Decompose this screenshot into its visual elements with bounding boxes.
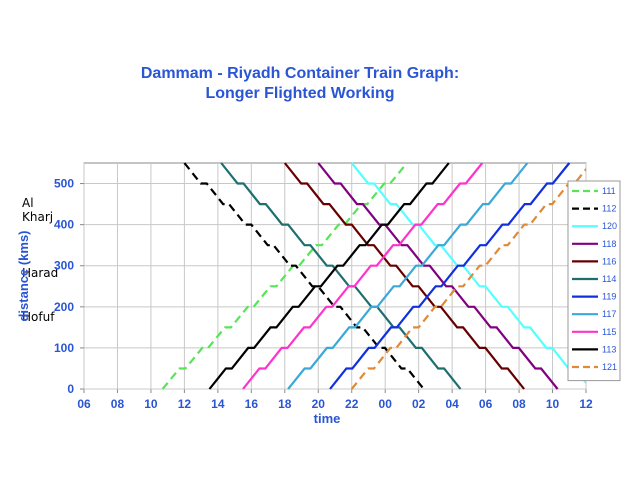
y-axis-label: distance (kms) (16, 230, 31, 321)
y-tick-label: 300 (54, 259, 74, 273)
series-line-112 (183, 162, 425, 390)
series-line-118 (317, 162, 559, 390)
y-tick-label: 0 (67, 382, 74, 396)
x-tick-label: 08 (512, 397, 526, 411)
y-tick-label: 400 (54, 218, 74, 232)
station-label: Hofuf (22, 310, 55, 325)
x-tick-label: 10 (546, 397, 560, 411)
legend-label-115: 115 (602, 327, 616, 337)
series-line-121 (350, 167, 586, 390)
series-line-111 (161, 162, 408, 390)
legend-label-121: 121 (602, 362, 617, 372)
legend-label-119: 119 (602, 292, 616, 302)
station-label: Al Kharj (22, 196, 54, 225)
y-tick-label: 100 (54, 341, 74, 355)
x-tick-label: 12 (178, 397, 192, 411)
x-tick-label: 06 (77, 397, 91, 411)
y-tick-label: 200 (54, 300, 74, 314)
chart-subtitle: Longer Flighted Working (205, 85, 395, 102)
legend-box (567, 180, 621, 382)
x-tick-label: 18 (278, 397, 292, 411)
legend-label-114: 114 (602, 274, 616, 284)
x-tick-label: 10 (144, 397, 158, 411)
legend-label-112: 112 (602, 204, 616, 214)
chart-title-line1: Dammam - Riyadh Container Train Graph: (140, 65, 460, 82)
x-tick-label: 08 (111, 397, 125, 411)
legend-label-120: 120 (602, 221, 617, 231)
y-tick-label: 500 (54, 177, 74, 191)
legend-label-116: 116 (602, 256, 616, 266)
series-line-114 (220, 162, 462, 390)
x-tick-label: 12 (579, 397, 593, 411)
x-tick-label: 14 (211, 397, 225, 411)
x-tick-label: 06 (479, 397, 493, 411)
legend-label-118: 118 (602, 239, 616, 249)
series-line-117 (287, 162, 529, 390)
series-line-116 (283, 162, 525, 390)
series-line-119 (329, 162, 571, 390)
legend-label-111: 111 (602, 186, 616, 196)
series-line-115 (242, 162, 484, 390)
station-label: Harad (22, 265, 59, 280)
x-tick-label: 20 (312, 397, 326, 411)
chart-title: Dammam - Riyadh Container Train Graph: L… (0, 64, 600, 104)
x-tick-label: 16 (245, 397, 259, 411)
legend-label-113: 113 (602, 344, 616, 354)
x-tick-label: 00 (379, 397, 393, 411)
x-tick-label: 22 (345, 397, 359, 411)
x-axis-label: time (314, 411, 341, 426)
x-tick-label: 04 (445, 397, 459, 411)
x-tick-label: 02 (412, 397, 426, 411)
series-line-113 (208, 162, 450, 390)
plot-area (83, 162, 587, 390)
legend-label-117: 117 (602, 309, 616, 319)
